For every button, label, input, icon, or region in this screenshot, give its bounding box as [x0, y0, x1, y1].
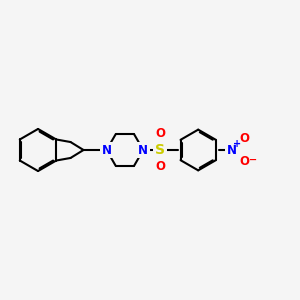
Text: −: − [249, 155, 257, 165]
Text: S: S [155, 143, 165, 157]
Text: N: N [138, 143, 148, 157]
Text: O: O [155, 127, 165, 140]
Text: O: O [239, 155, 249, 168]
Text: N: N [226, 143, 236, 157]
Text: +: + [233, 139, 241, 149]
Text: O: O [155, 160, 165, 173]
Text: N: N [102, 143, 112, 157]
Text: O: O [239, 132, 249, 145]
